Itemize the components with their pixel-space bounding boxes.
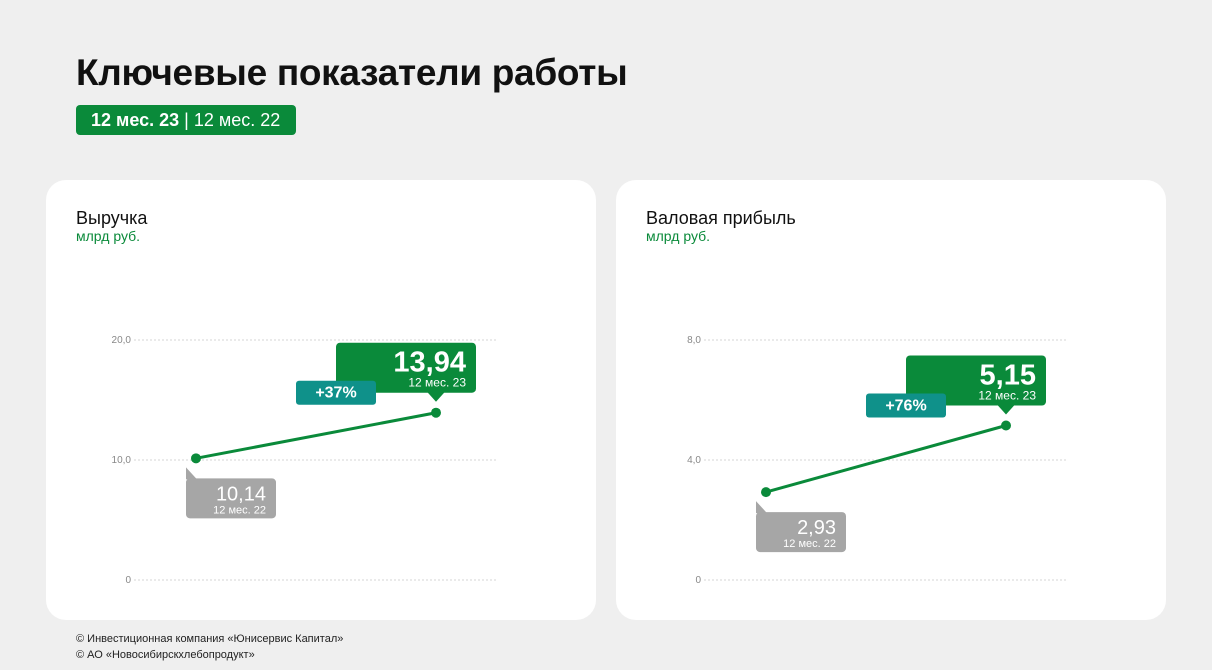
curr-value-callout <box>336 342 476 393</box>
curr-period-label: 12 мес. 23 <box>978 389 1036 403</box>
copyright-line: © Инвестиционная компания «Юнисервис Кап… <box>76 633 344 645</box>
period-separator: | <box>184 110 189 130</box>
page-title: Ключевые показатели работы <box>76 52 628 93</box>
prev-value-callout <box>186 478 276 519</box>
y-tick-label: 0 <box>695 575 701 586</box>
prev-value-label: 10,14 <box>216 483 266 505</box>
data-point <box>1001 420 1011 431</box>
y-tick-label: 4,0 <box>687 455 701 466</box>
callout-pointer <box>427 391 445 402</box>
series-line <box>195 411 437 460</box>
curr-value-label: 5,15 <box>980 360 1036 392</box>
series-line <box>765 424 1007 494</box>
prev-period-label: 12 мес. 22 <box>783 538 836 550</box>
gross-profit-card: Валовая прибыль млрд руб. 0 4,0 8,0 2,93 12 … <box>616 180 1166 620</box>
prev-value-callout <box>756 512 846 553</box>
change-label: +37% <box>315 385 356 402</box>
change-badge <box>296 380 376 405</box>
chart-unit: млрд руб. <box>76 228 141 244</box>
revenue-card: Выручка млрд руб. 0 10,0 20,0 10,14 12 мес. … <box>46 180 596 620</box>
period-badge: 12 мес. 23 | 12 мес. 22 <box>76 105 296 135</box>
callout-pointer <box>997 404 1015 415</box>
curr-period-label: 12 мес. 23 <box>408 376 466 390</box>
y-tick-label: 20,0 <box>112 335 132 346</box>
prev-value-label: 2,93 <box>797 517 836 539</box>
change-badge <box>866 393 946 418</box>
callout-pointer <box>186 467 197 480</box>
curr-value-label: 13,94 <box>393 347 466 379</box>
prev-period-label: 12 мес. 22 <box>213 504 266 516</box>
chart-title: Выручка <box>76 208 148 228</box>
curr-value-callout <box>906 355 1046 406</box>
chart-title: Валовая прибыль <box>646 208 796 228</box>
data-point <box>761 487 771 498</box>
change-label: +76% <box>885 398 926 415</box>
period-previous: 12 мес. 22 <box>193 110 281 130</box>
callout-pointer <box>756 501 767 514</box>
period-current: 12 мес. 23 <box>91 110 180 130</box>
y-tick-label: 0 <box>125 575 131 586</box>
copyright-line: © АО «Новосибирскхлебопродукт» <box>76 649 255 661</box>
data-point <box>431 407 441 418</box>
chart-unit: млрд руб. <box>646 228 711 244</box>
data-point <box>191 453 201 464</box>
footer: © Инвестиционная компания «Юнисервис Кап… <box>76 631 343 663</box>
y-tick-label: 10,0 <box>112 455 132 466</box>
y-tick-label: 8,0 <box>687 335 701 346</box>
